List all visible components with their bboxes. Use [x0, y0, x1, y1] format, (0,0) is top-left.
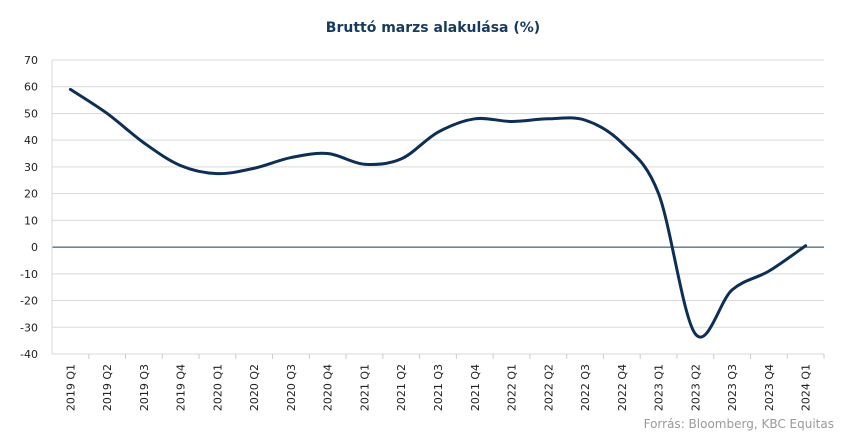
x-tick-label: 2022 Q1 — [506, 364, 519, 411]
y-tick-label: -10 — [20, 268, 38, 281]
y-tick-label: 70 — [24, 54, 38, 67]
x-tick-label: 2023 Q3 — [726, 364, 739, 411]
data-point — [657, 192, 660, 195]
y-tick-label: 30 — [24, 161, 38, 174]
x-axis-tick-labels: 2019 Q1 2019 Q2 2019 Q3 2019 Q4 2020 Q1 2020 … — [64, 364, 812, 411]
x-tick-label: 2021 Q4 — [469, 364, 482, 411]
data-point — [400, 157, 403, 160]
data-point — [473, 117, 476, 120]
x-tick-label: 2019 Q2 — [101, 364, 114, 411]
data-point — [547, 117, 550, 120]
data-point — [694, 332, 697, 335]
data-point — [510, 120, 513, 123]
x-tick-label: 2022 Q2 — [542, 364, 555, 411]
data-point — [584, 119, 587, 122]
y-tick-label: -40 — [20, 348, 38, 361]
y-tick-label: 10 — [24, 214, 38, 227]
y-tick-label: 20 — [24, 188, 38, 201]
data-point — [179, 164, 182, 167]
x-tick-label: 2020 Q4 — [322, 364, 335, 411]
x-tick-label: 2020 Q3 — [285, 364, 298, 411]
x-tick-label: 2021 Q2 — [395, 364, 408, 411]
data-point — [620, 141, 623, 144]
series-line — [68, 87, 808, 339]
x-tick-label: 2024 Q1 — [800, 364, 813, 411]
series-layer — [68, 87, 808, 339]
data-point — [437, 131, 440, 134]
y-tick-label: 0 — [31, 241, 38, 254]
x-tick-label: 2021 Q3 — [432, 364, 445, 411]
y-tick-label: 60 — [24, 81, 38, 94]
x-tick-label: 2022 Q3 — [579, 364, 592, 411]
y-tick-label: 50 — [24, 107, 38, 120]
data-point — [69, 88, 72, 91]
data-point — [363, 163, 366, 166]
y-tick-label: -30 — [20, 321, 38, 334]
x-tick-label: 2023 Q2 — [689, 364, 702, 411]
data-point — [289, 156, 292, 159]
y-tick-label: -20 — [20, 295, 38, 308]
x-tick-label: 2020 Q1 — [211, 364, 224, 411]
x-tick-label: 2020 Q2 — [248, 364, 261, 411]
x-tick-label: 2023 Q4 — [763, 364, 776, 411]
chart-title: Bruttó marzs alakulása (%) — [325, 20, 541, 36]
y-tick-label: 40 — [24, 134, 38, 147]
data-point — [253, 167, 256, 170]
data-point — [804, 244, 807, 247]
y-axis-tick-labels: -40 -30 -20 -10 0 10 20 30 40 50 60 70 — [20, 54, 38, 361]
data-point — [142, 141, 145, 144]
x-tick-label: 2019 Q1 — [64, 364, 77, 411]
data-point — [326, 152, 329, 155]
source-note: Forrás: Bloomberg, KBC Equitas — [643, 417, 834, 431]
grid-lines — [51, 59, 825, 359]
x-tick-label: 2021 Q1 — [358, 364, 371, 411]
data-point — [106, 112, 109, 115]
x-tick-label: 2022 Q4 — [616, 364, 629, 411]
data-point — [731, 288, 734, 291]
x-tick-label: 2019 Q4 — [175, 364, 188, 411]
x-tick-label: 2019 Q3 — [138, 364, 151, 411]
data-point — [216, 172, 219, 175]
data-point — [767, 270, 770, 273]
x-tick-label: 2023 Q1 — [653, 364, 666, 411]
